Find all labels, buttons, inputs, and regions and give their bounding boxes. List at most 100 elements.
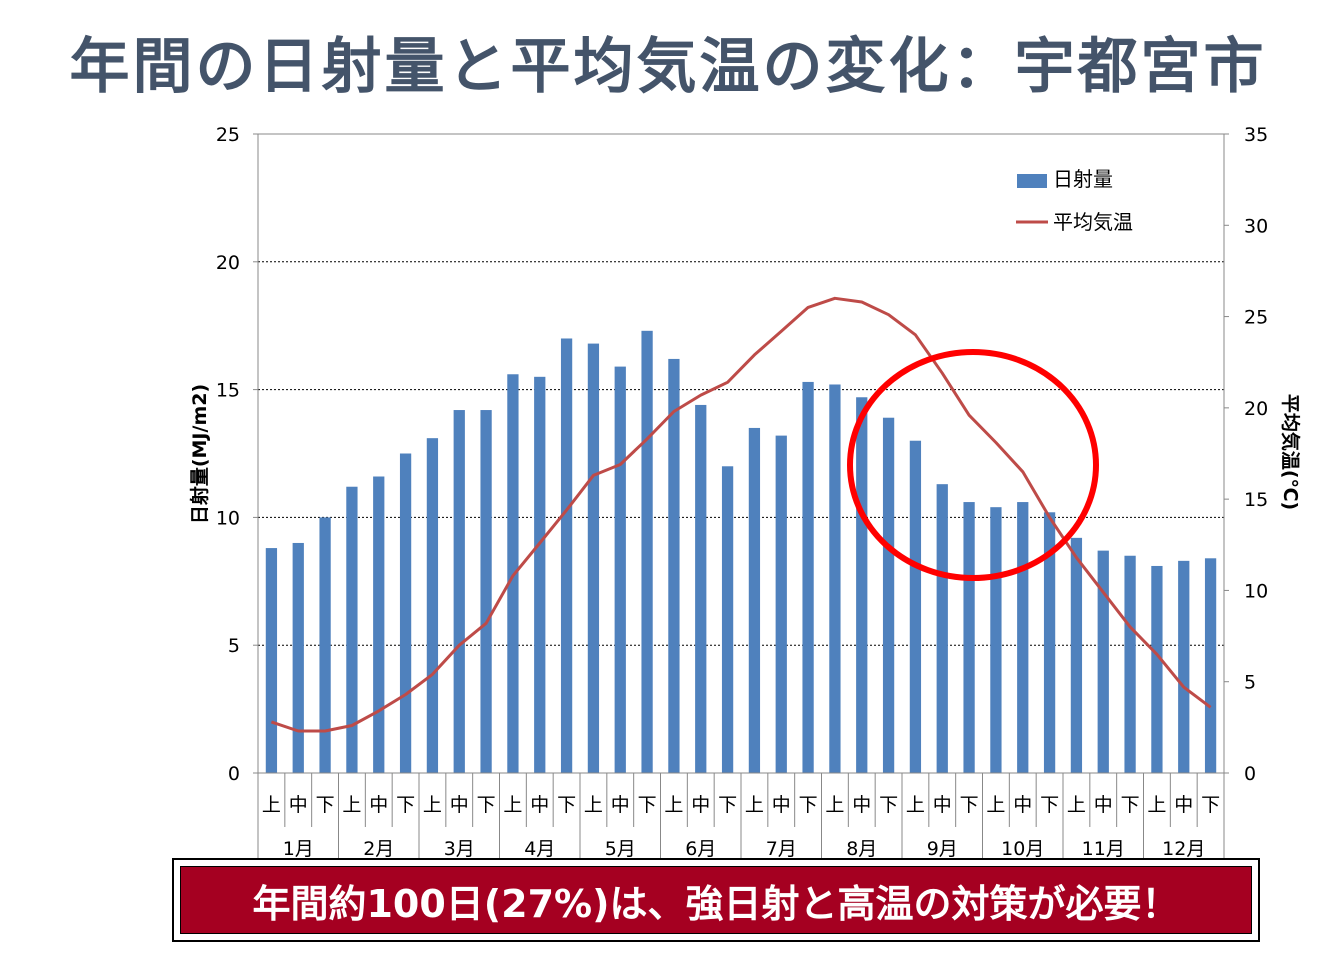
category-label: 上	[986, 794, 1005, 816]
bar	[265, 548, 278, 773]
y-tick-label: 20	[216, 252, 240, 274]
bar	[721, 466, 734, 773]
temperature-line	[270, 296, 1212, 733]
category-label: 上	[503, 794, 522, 816]
banner-message: 年間約100日(27%)は、強日射と高温の対策が必要！	[180, 866, 1252, 934]
month-label: 5月	[605, 838, 636, 860]
category-label: 上	[664, 794, 683, 816]
bar	[319, 517, 331, 773]
bar	[480, 410, 492, 773]
category-label: 上	[906, 794, 925, 816]
category-label: 下	[477, 794, 496, 816]
bar	[748, 427, 761, 773]
bar	[1097, 550, 1109, 773]
y-tick-label: 0	[228, 763, 240, 785]
bar	[1151, 565, 1163, 773]
month-label: 10月	[1001, 838, 1044, 860]
category-label: 下	[960, 794, 979, 816]
bar	[775, 435, 787, 773]
bar	[399, 453, 412, 773]
y2-tick-label: 35	[1244, 124, 1268, 146]
category-label: 中	[289, 794, 308, 816]
category-label: 中	[772, 794, 791, 816]
annotation	[847, 349, 1099, 581]
category-label: 上	[262, 794, 281, 816]
bar	[1043, 512, 1056, 773]
category-label: 中	[691, 794, 710, 816]
category-label: 中	[1094, 794, 1113, 816]
bar	[1070, 537, 1083, 773]
bar	[614, 366, 626, 773]
bar	[560, 338, 573, 773]
category-label: 中	[1013, 794, 1032, 816]
category-label: 中	[530, 794, 549, 816]
y2-tick-label: 20	[1244, 398, 1268, 420]
month-label: 8月	[846, 838, 877, 860]
y2-tick-label: 0	[1244, 763, 1256, 785]
bar	[990, 507, 1002, 773]
bar	[802, 381, 814, 773]
y2-tick-label: 10	[1244, 580, 1268, 602]
category-label: 下	[557, 794, 576, 816]
category-label: 上	[342, 794, 361, 816]
month-label: 11月	[1082, 838, 1125, 860]
month-label: 4月	[524, 838, 555, 860]
category-label: 下	[1040, 794, 1059, 816]
month-label: 2月	[363, 838, 394, 860]
y2-tick-label: 25	[1244, 307, 1268, 329]
y-tick-label: 15	[216, 380, 240, 402]
bar	[936, 484, 948, 773]
bar	[426, 438, 439, 773]
bar	[292, 542, 304, 773]
category-label: 上	[423, 794, 442, 816]
y2-tick-label: 15	[1244, 489, 1268, 511]
category-label: 中	[611, 794, 630, 816]
banner-frame: 年間約100日(27%)は、強日射と高温の対策が必要！	[172, 858, 1260, 942]
month-label: 6月	[685, 838, 716, 860]
bar-series	[265, 330, 1217, 773]
highlight-circle	[847, 349, 1099, 581]
category-label: 中	[1174, 794, 1193, 816]
bar	[641, 330, 653, 773]
page-title: 年間の日射量と平均気温の変化：宇都宮市	[69, 32, 1267, 102]
bar	[534, 376, 546, 773]
month-label: 3月	[444, 838, 475, 860]
category-label: 下	[396, 794, 415, 816]
category-label: 上	[584, 794, 603, 816]
line-series	[270, 296, 1212, 733]
y2-tick-label: 30	[1244, 215, 1268, 237]
category-label: 下	[1121, 794, 1140, 816]
bar	[373, 476, 385, 773]
bar	[963, 502, 975, 773]
y-axis-title: 日射量(MJ/m2)	[188, 384, 211, 524]
category-label: 下	[799, 794, 818, 816]
bar	[882, 417, 895, 773]
category-label: 下	[1201, 794, 1220, 816]
bar	[1178, 560, 1190, 773]
category-label: 上	[1147, 794, 1166, 816]
y-tick-label: 25	[216, 124, 240, 146]
bar	[695, 404, 707, 773]
bar	[453, 410, 465, 773]
month-label: 9月	[927, 838, 958, 860]
category-label: 中	[852, 794, 871, 816]
y2-tick-label: 5	[1244, 672, 1256, 694]
category-label: 下	[718, 794, 737, 816]
category-labels: 上中下上中下上中下上中下上中下上中下上中下上中下上中下上中下上中下上中下1月 2月…	[257, 773, 1225, 860]
bar	[587, 343, 600, 773]
bar	[1017, 502, 1029, 773]
category-label: 上	[1067, 794, 1086, 816]
category-label: 上	[745, 794, 764, 816]
category-label: 中	[933, 794, 952, 816]
y-tick-label: 10	[216, 507, 240, 529]
bar	[856, 397, 868, 773]
category-label: 上	[825, 794, 844, 816]
legend-line-label: 平均気温	[1053, 210, 1133, 234]
legend-bar-swatch	[1017, 174, 1047, 188]
category-label: 中	[369, 794, 388, 816]
category-label: 下	[879, 794, 898, 816]
chart: 0 5 10 15 20 25 0 5 10 15 20 25 30 35 日射量(MJ/m2) 平均気温(℃…	[188, 124, 1302, 860]
category-label: 下	[316, 794, 335, 816]
bar	[1204, 558, 1217, 773]
